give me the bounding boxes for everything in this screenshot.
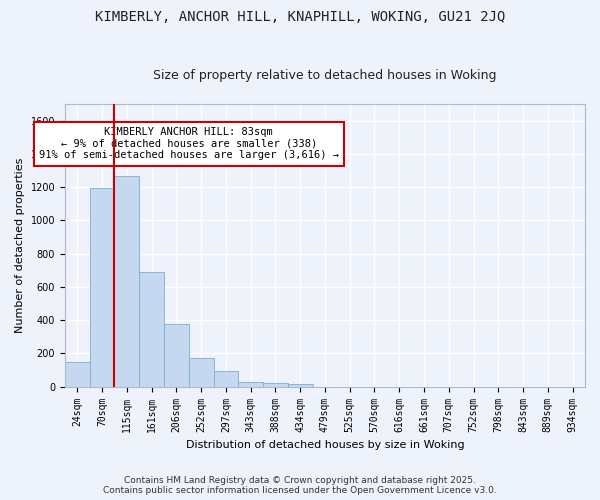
Bar <box>115 176 139 386</box>
Text: Contains HM Land Registry data © Crown copyright and database right 2025.
Contai: Contains HM Land Registry data © Crown c… <box>103 476 497 495</box>
Title: Size of property relative to detached houses in Woking: Size of property relative to detached ho… <box>153 69 497 82</box>
Bar <box>214 371 238 386</box>
Bar <box>263 384 288 386</box>
X-axis label: Distribution of detached houses by size in Woking: Distribution of detached houses by size … <box>185 440 464 450</box>
Bar <box>189 358 214 386</box>
Text: KIMBERLY, ANCHOR HILL, KNAPHILL, WOKING, GU21 2JQ: KIMBERLY, ANCHOR HILL, KNAPHILL, WOKING,… <box>95 10 505 24</box>
Y-axis label: Number of detached properties: Number of detached properties <box>15 158 25 333</box>
Bar <box>238 382 263 386</box>
Bar <box>164 324 189 386</box>
Bar <box>288 384 313 386</box>
Bar <box>89 188 115 386</box>
Bar <box>65 362 89 386</box>
Text: KIMBERLY ANCHOR HILL: 83sqm
← 9% of detached houses are smaller (338)
91% of sem: KIMBERLY ANCHOR HILL: 83sqm ← 9% of deta… <box>39 128 339 160</box>
Bar <box>139 272 164 386</box>
